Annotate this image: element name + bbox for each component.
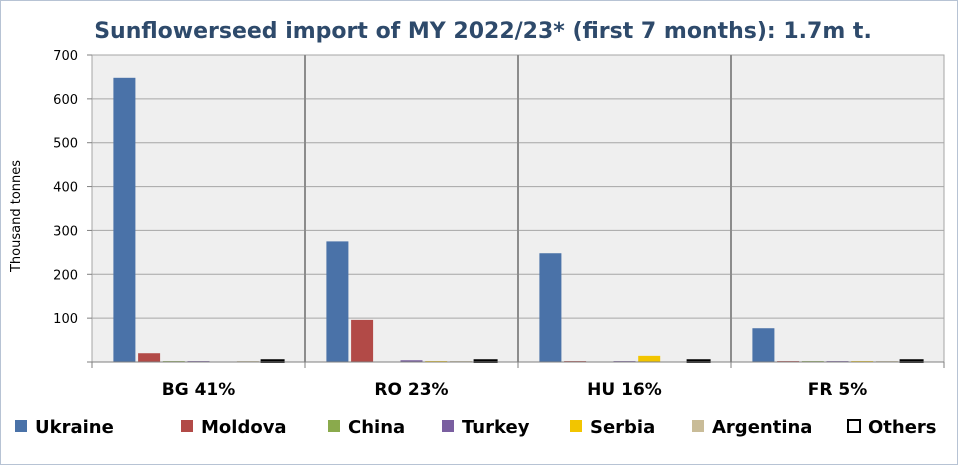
legend-swatch-turkey xyxy=(442,420,454,432)
legend: Ukraine Moldova China Turkey Serbia Argentina… xyxy=(15,417,937,438)
bar-turkey-2 xyxy=(400,360,423,362)
legend-swatch-china xyxy=(328,420,340,432)
legend-swatch-moldova xyxy=(181,420,193,432)
x-category-label: FR 5% xyxy=(808,380,867,400)
bar-ukraine-3 xyxy=(539,253,562,362)
legend-label-ukraine: Ukraine xyxy=(35,417,114,438)
x-category-label: RO 23% xyxy=(374,380,448,400)
bar-serbia-3 xyxy=(638,355,661,362)
y-axis-label: Thousand tonnes xyxy=(9,160,24,273)
bar-moldova-1 xyxy=(138,353,161,362)
category-separators xyxy=(304,55,732,362)
y-axis: 100 200 300 400 500 600 700 xyxy=(53,49,92,363)
legend-label-others: Others xyxy=(868,417,937,438)
legend-label-argentina: Argentina xyxy=(712,417,812,438)
x-category-label: HU 16% xyxy=(587,380,662,400)
y-tick-label: 700 xyxy=(53,49,78,64)
y-tick-label: 600 xyxy=(53,93,78,108)
bars xyxy=(113,77,924,364)
legend-swatch-argentina xyxy=(692,420,704,432)
legend-label-china: China xyxy=(348,417,405,438)
bar-ukraine-2 xyxy=(326,241,349,362)
x-axis: BG 41% RO 23% HU 16% FR 5% xyxy=(91,361,945,400)
y-tick-label: 200 xyxy=(53,268,78,283)
y-tick-label: 300 xyxy=(53,224,78,239)
legend-label-turkey: Turkey xyxy=(462,417,530,438)
y-tick-label: 500 xyxy=(53,137,78,152)
legend-label-moldova: Moldova xyxy=(201,417,287,438)
legend-swatch-others xyxy=(847,419,861,433)
bar-moldova-2 xyxy=(351,319,374,362)
bar-ukraine-1 xyxy=(113,77,136,362)
legend-label-serbia: Serbia xyxy=(590,417,655,438)
y-tick-label: 400 xyxy=(53,181,78,196)
x-category-label: BG 41% xyxy=(162,380,236,400)
legend-swatch-ukraine xyxy=(15,420,27,432)
legend-swatch-serbia xyxy=(570,420,582,432)
chart-title: Sunflowerseed import of MY 2022/23* (fir… xyxy=(94,19,872,44)
bar-ukraine-4 xyxy=(752,328,775,362)
y-tick-label: 100 xyxy=(53,312,78,327)
